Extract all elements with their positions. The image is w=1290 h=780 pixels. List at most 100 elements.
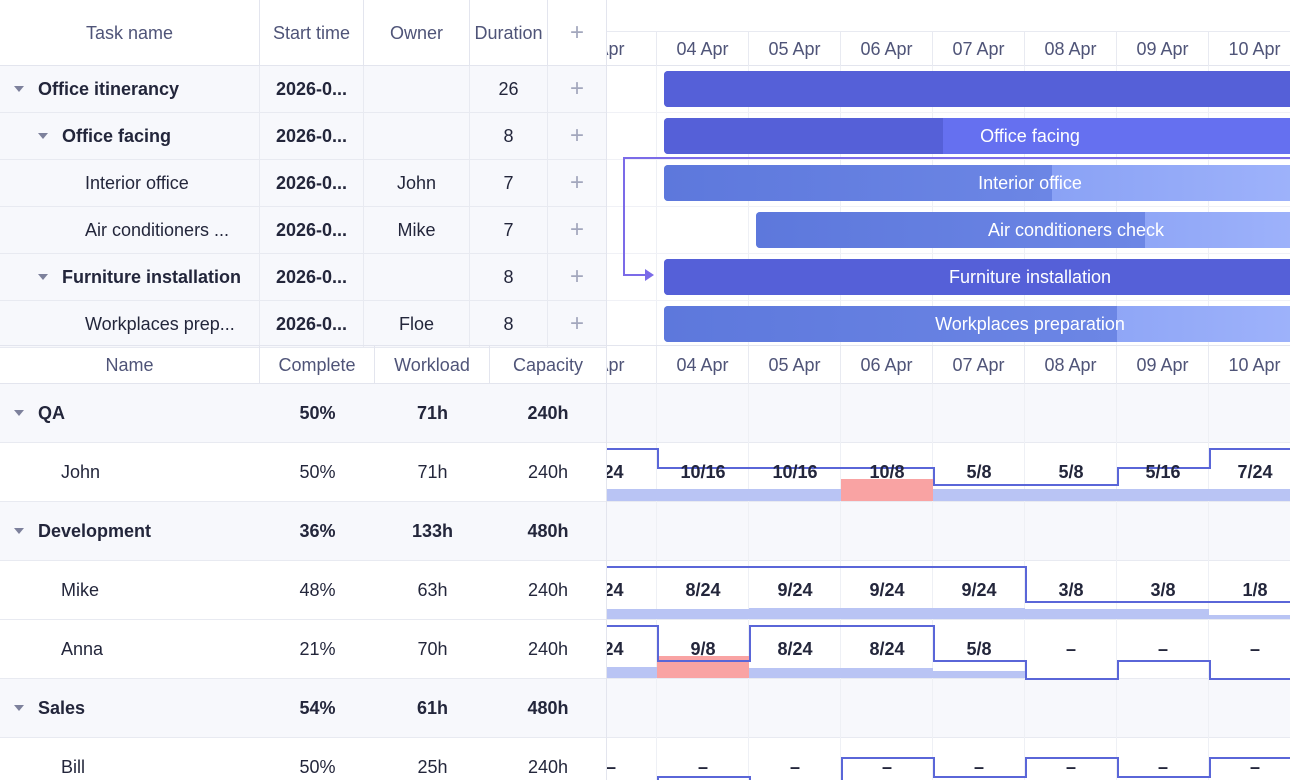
histogram-timescale-day: 09 Apr: [1117, 346, 1209, 384]
histogram-cell-value[interactable]: –: [1249, 639, 1260, 659]
histogram-cell-value[interactable]: 10/16: [772, 462, 818, 482]
task-row[interactable]: Furniture installation 2026-0... 8 +: [0, 254, 606, 301]
capacity-line: [607, 625, 657, 627]
histogram-cell-value[interactable]: –: [789, 757, 800, 777]
resource-row[interactable]: Bill 50% 25h 240h: [0, 738, 606, 780]
add-task-header-button[interactable]: +: [569, 19, 584, 46]
task-row[interactable]: Air conditioners ... 2026-0... Mike 7 +: [0, 207, 606, 254]
histogram-cell-value[interactable]: –: [1065, 639, 1076, 659]
workload-fill: [1025, 609, 1117, 619]
gantt-grid-line: [656, 66, 657, 345]
histogram-cell-value[interactable]: –: [1065, 757, 1076, 777]
gantt-bar[interactable]: [664, 71, 1290, 107]
dependency-link-line: [623, 274, 647, 276]
histogram-cell-value[interactable]: 5/8: [966, 639, 992, 659]
capacity-line: [1025, 484, 1117, 486]
capacity-line: [749, 625, 841, 627]
column-header-capacity[interactable]: Capacity: [512, 354, 584, 375]
histogram-cell-value[interactable]: 9/24: [869, 580, 905, 600]
capacity-line: [841, 467, 933, 469]
gantt-grid-line: [1208, 66, 1209, 345]
resource-row[interactable]: John 50% 71h 240h: [0, 443, 606, 502]
resource-name-cell: QA: [0, 384, 260, 442]
gantt-bar[interactable]: Workplaces preparation: [664, 306, 1290, 342]
task-row[interactable]: Workplaces prep... 2026-0... Floe 8 +: [0, 301, 606, 348]
histogram-cell-value[interactable]: –: [881, 757, 892, 777]
histogram-cell-value[interactable]: 9/24: [777, 580, 813, 600]
gantt-bar-progress: [664, 306, 1117, 342]
histogram-cell-value[interactable]: 9/24: [961, 580, 997, 600]
column-header-start-time[interactable]: Start time: [260, 0, 364, 66]
histogram-cell-value[interactable]: 10/8: [869, 462, 905, 482]
histogram-cell-value[interactable]: 10/16: [680, 462, 726, 482]
capacity-line: [841, 625, 933, 627]
histogram-cell-value[interactable]: 8/24: [685, 580, 721, 600]
capacity-line-step: [841, 757, 843, 780]
collapse-caret-icon[interactable]: [14, 86, 24, 92]
histogram-cell-value[interactable]: 5/16: [1145, 462, 1181, 482]
histogram-cell-value[interactable]: 8/24: [777, 639, 813, 659]
add-subtask-button[interactable]: +: [569, 169, 584, 196]
task-row[interactable]: Interior office 2026-0... John 7 +: [0, 160, 606, 207]
histogram-cell-value[interactable]: –: [1157, 639, 1168, 659]
histogram-cell-value[interactable]: 7/24: [1237, 462, 1273, 482]
gantt-bar[interactable]: Furniture installation: [664, 259, 1290, 295]
collapse-caret-icon[interactable]: [38, 133, 48, 139]
column-header-workload[interactable]: Workload: [375, 346, 490, 384]
resource-name-cell: Anna: [0, 620, 260, 678]
histogram-cell-value[interactable]: –: [1249, 757, 1260, 777]
histogram-cell-value[interactable]: /24: [607, 462, 624, 482]
histogram-cell-value[interactable]: 3/8: [1058, 580, 1084, 600]
histogram-grid-line: [840, 384, 841, 780]
add-subtask-button[interactable]: +: [569, 75, 584, 102]
gantt-bar[interactable]: Interior office: [664, 165, 1290, 201]
resource-group-row[interactable]: Development 36% 133h 480h: [0, 502, 606, 561]
histogram-grid-line: [1116, 384, 1117, 780]
task-name-label: Interior office: [85, 172, 189, 193]
histogram-cell-value[interactable]: 8/24: [869, 639, 905, 659]
histogram-cell-value[interactable]: /24: [607, 639, 624, 659]
collapse-caret-icon[interactable]: [14, 705, 24, 711]
column-header-task-name[interactable]: Task name: [0, 0, 260, 66]
task-grid-header: Task name Start time Owner Duration +: [0, 0, 606, 66]
timescale-month-band: [607, 0, 1290, 32]
gantt-bar[interactable]: Office facing: [664, 118, 1290, 154]
histogram-cell-value[interactable]: 5/8: [966, 462, 992, 482]
capacity-line: [1117, 776, 1209, 778]
resource-row[interactable]: Mike 48% 63h 240h: [0, 561, 606, 620]
histogram-cell-value[interactable]: 3/8: [1150, 580, 1176, 600]
histogram-cell-value[interactable]: –: [606, 757, 616, 777]
capacity-line: [841, 757, 933, 759]
resource-group-row[interactable]: QA 50% 71h 240h: [0, 384, 606, 443]
gantt-row-line: [607, 253, 1290, 254]
task-row[interactable]: Office facing 2026-0... 8 +: [0, 113, 606, 160]
capacity-line-step: [1025, 757, 1027, 778]
column-header-duration[interactable]: Duration: [470, 0, 548, 66]
task-row[interactable]: Office itinerancy 2026-0... 26 +: [0, 66, 606, 113]
histogram-cell-value[interactable]: 1/8: [1242, 580, 1268, 600]
histogram-cell-value[interactable]: –: [973, 757, 984, 777]
column-header-complete[interactable]: Complete: [260, 346, 375, 384]
collapse-caret-icon[interactable]: [14, 528, 24, 534]
gantt-bar[interactable]: Air conditioners check: [756, 212, 1290, 248]
collapse-caret-icon[interactable]: [38, 274, 48, 280]
add-subtask-button[interactable]: +: [569, 122, 584, 149]
column-header-name[interactable]: Name: [0, 346, 260, 384]
gantt-bar-label: Interior office: [978, 172, 1082, 193]
add-subtask-button[interactable]: +: [569, 310, 584, 337]
collapse-caret-icon[interactable]: [14, 410, 24, 416]
histogram-cell-value[interactable]: 5/8: [1058, 462, 1084, 482]
gantt-bar-label: Air conditioners check: [987, 219, 1165, 240]
resource-workload-cell: 70h: [417, 638, 448, 659]
histogram-cell-value[interactable]: –: [1157, 757, 1168, 777]
histogram-cell-value[interactable]: /24: [607, 580, 624, 600]
histogram-cell-value[interactable]: 9/8: [690, 639, 716, 659]
histogram-cell-value[interactable]: –: [697, 757, 708, 777]
column-header-owner[interactable]: Owner: [364, 0, 470, 66]
add-subtask-button[interactable]: +: [569, 216, 584, 243]
workload-fill: [933, 671, 1025, 678]
resource-row[interactable]: Anna 21% 70h 240h: [0, 620, 606, 679]
resource-group-row[interactable]: Sales 54% 61h 480h: [0, 679, 606, 738]
add-subtask-button[interactable]: +: [569, 263, 584, 290]
